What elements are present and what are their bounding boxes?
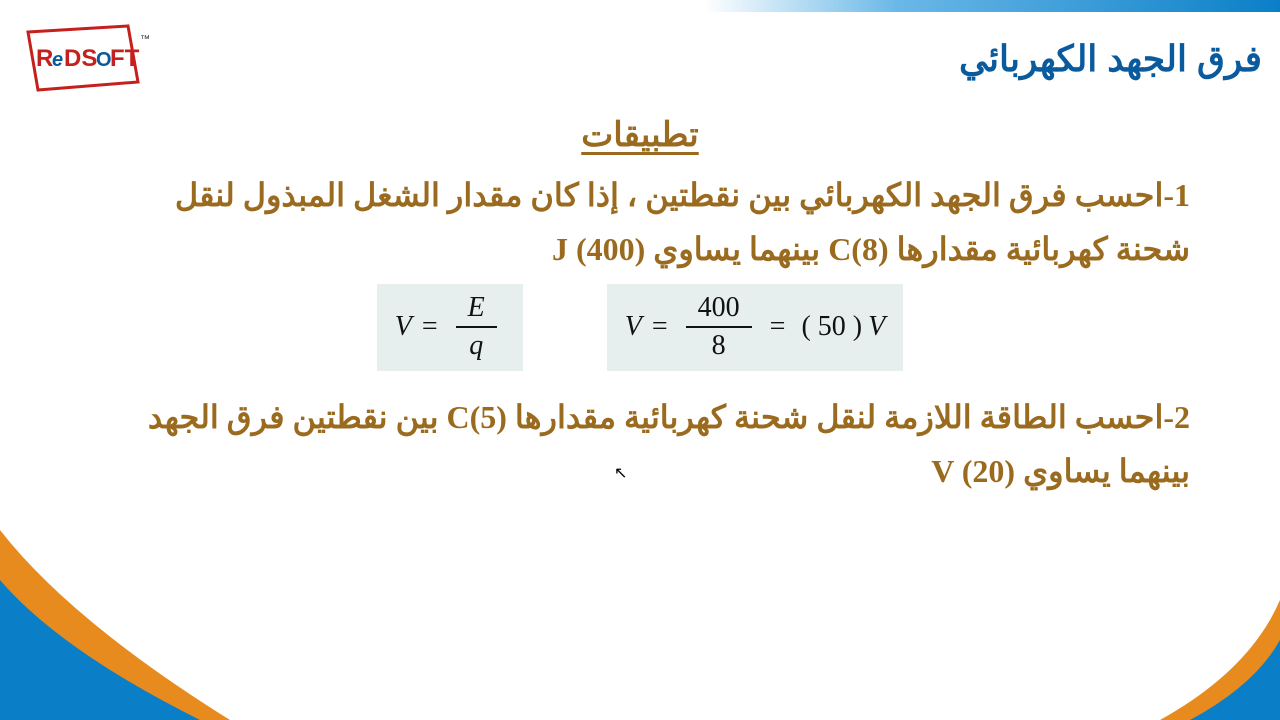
subtitle: تطبيقات (0, 115, 1280, 155)
eq1-lhs: V (395, 311, 412, 343)
svg-text:™: ™ (140, 34, 150, 45)
eq1-fraction: E q (456, 290, 497, 365)
eq1-numerator: E (456, 290, 497, 326)
svg-text:e: e (52, 49, 63, 71)
equation-row: V = E q V = 400 8 = ( 50 ) V (0, 284, 1280, 371)
page-title: فرق الجهد الكهربائي (959, 38, 1262, 80)
eq2-numerator: 400 (686, 290, 752, 326)
redsoft-logo: R e DS O FT ™ (20, 20, 150, 98)
eq2-denominator: 8 (700, 328, 738, 364)
eq1-denominator: q (457, 328, 495, 364)
cursor-icon: ↖ (614, 463, 627, 483)
svg-text:DS: DS (64, 45, 97, 72)
corner-bottom-right (1160, 600, 1280, 720)
eq2-lhs: V (625, 311, 642, 343)
svg-text:R: R (36, 45, 53, 72)
svg-text:FT: FT (110, 45, 140, 72)
eq2-fraction: 400 8 (686, 290, 752, 365)
eq2-equals2: = (770, 311, 786, 343)
eq2-unit: V (868, 311, 885, 343)
question-2: 2-احسب الطاقة اللازمة لنقل شحنة كهربائية… (125, 390, 1190, 499)
eq2-equals: = (652, 311, 668, 343)
eq1-equals: = (422, 311, 438, 343)
top-gradient-bar (0, 0, 1280, 12)
equation-1: V = E q (377, 284, 523, 371)
equation-2: V = 400 8 = ( 50 ) V (607, 284, 903, 371)
corner-bottom-left (0, 490, 230, 720)
eq2-result: ( 50 ) (801, 311, 862, 343)
question-1: 1-احسب فرق الجهد الكهربائي بين نقطتين ، … (130, 168, 1190, 277)
